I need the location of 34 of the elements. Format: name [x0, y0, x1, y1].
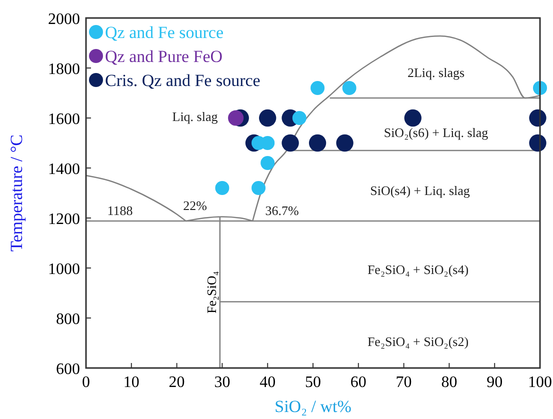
x-tick-label: 30 [214, 374, 230, 391]
legend-label: Qz and Pure FeO [105, 47, 223, 66]
annotation: SiO(s4) + Liq. slag [370, 183, 470, 198]
x-axis-title: SiO₂ / wt% [274, 397, 352, 416]
y-tick-label: 1200 [48, 211, 80, 228]
y-tick-label: 1400 [48, 161, 80, 178]
y-tick-label: 1600 [48, 111, 80, 128]
text: Fe₂SiO₄ [204, 270, 219, 314]
annotation: Fe₂SiO₄ + SiO₂(s2) [367, 334, 469, 349]
annotation: 2Liq. slags [407, 65, 465, 80]
annotation: Liq. slag [172, 109, 218, 124]
y-tick-label: 1800 [48, 61, 80, 78]
legend-label: Cris. Qz and Fe source [105, 71, 260, 90]
x-tick-label: 70 [396, 374, 412, 391]
y-tick-label: 600 [56, 361, 80, 378]
x-tick-label: 90 [486, 374, 503, 391]
legend-label: Qz and Fe source [105, 23, 224, 42]
annotation: SiO₂(s6) + Liq. slag [384, 125, 489, 140]
x-tick-label: 50 [305, 374, 321, 391]
y-tick-label: 800 [56, 311, 80, 328]
y-axis-title: Temperature / °C [7, 134, 26, 252]
x-tick-label: 0 [82, 374, 90, 391]
y-tick-label: 1000 [48, 261, 80, 278]
annotation: Fe₂SiO₄ + SiO₂(s4) [367, 262, 469, 277]
x-tick-label: 10 [123, 374, 140, 391]
x-tick-label: 60 [350, 374, 366, 391]
annotation: 1188 [107, 203, 133, 218]
annotation: 36.7% [265, 203, 299, 218]
y-tick-label: 2000 [48, 11, 80, 28]
x-tick-label: 40 [260, 374, 276, 391]
annotation: 22% [183, 198, 208, 213]
x-tick-label: 100 [528, 374, 552, 391]
x-tick-label: 80 [441, 374, 458, 391]
x-tick-label: 20 [168, 374, 185, 391]
